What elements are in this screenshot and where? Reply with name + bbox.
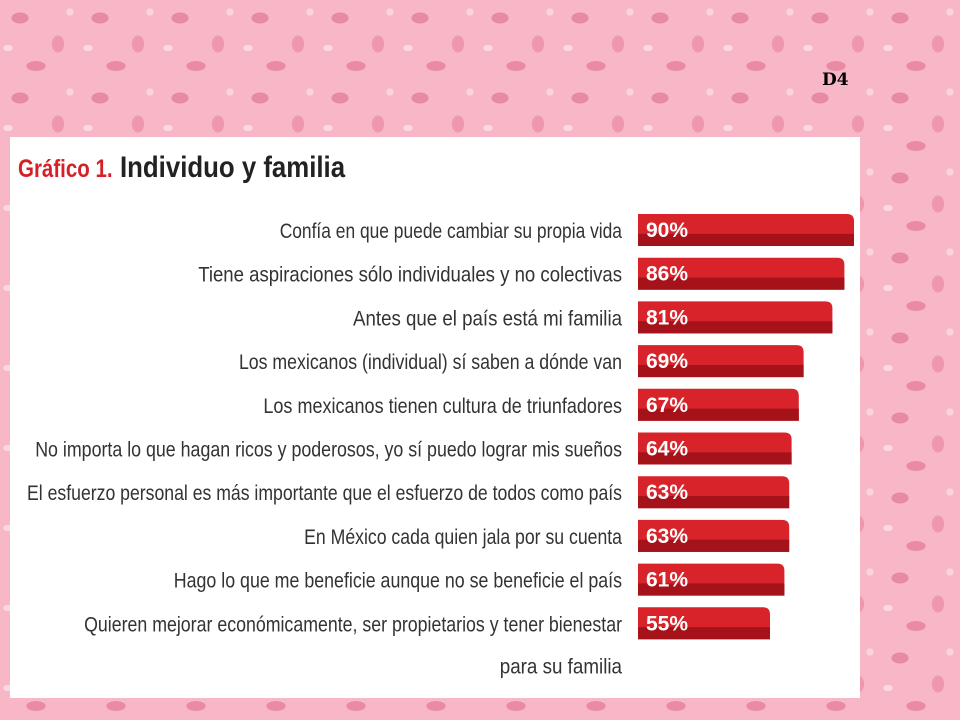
- chart-title: Gráfico 1. Individuo y familia: [18, 151, 382, 185]
- category-label: Los mexicanos tienen cultura de triunfad…: [263, 395, 622, 418]
- value-label: 63%: [646, 525, 688, 548]
- category-label: Confía en que puede cambiar su propia vi…: [280, 220, 623, 243]
- category-label: Tiene aspiraciones sólo individuales y n…: [198, 264, 622, 287]
- value-label: 81%: [646, 306, 688, 329]
- bar-shade: [638, 321, 833, 334]
- value-label: 67%: [646, 394, 688, 417]
- bar-row: 69% Los mexicanos (individual) sí saben a…: [239, 345, 804, 378]
- slide-tag: D4: [822, 70, 849, 90]
- category-label: Quieren mejorar económicamente, ser prop…: [84, 613, 622, 636]
- bar-row: 63% En México cada quien jala por su cuen…: [304, 519, 790, 552]
- bar-row: 90% Confía en que puede cambiar su propia…: [280, 214, 854, 246]
- chart-title-main: Individuo y familia: [119, 151, 345, 184]
- bar-shade: [638, 539, 790, 552]
- bar-row: 86% Tiene aspiraciones sólo individuales …: [198, 257, 845, 290]
- chart-title-prefix: Gráfico 1.: [18, 155, 113, 183]
- value-label: 55%: [646, 612, 688, 635]
- value-label: 61%: [646, 569, 688, 592]
- chart-panel: Gráfico 1. Individuo y familia 90% Confía…: [10, 137, 860, 698]
- category-label: para su familia: [500, 655, 623, 678]
- value-label: 64%: [646, 438, 688, 461]
- bar-row: 61% Hago lo que me beneficie aunque no se…: [174, 563, 785, 596]
- bar-shade: [638, 452, 792, 465]
- bar-shade: [638, 233, 854, 246]
- bar-chart: 90% Confía en que puede cambiar su propia…: [27, 214, 854, 678]
- bar-row: 64% No importa lo que hagan ricos y poder…: [35, 432, 792, 465]
- bar-row: 63% El esfuerzo personal es más important…: [27, 476, 790, 509]
- bar-shade: [638, 408, 799, 421]
- value-label: 86%: [646, 263, 688, 286]
- bar-shade: [638, 364, 804, 378]
- bar-row: 67% Los mexicanos tienen cultura de triun…: [263, 388, 799, 421]
- value-label: 90%: [646, 219, 688, 242]
- bar-row: 55% Quieren mejorar económicamente, ser p…: [84, 607, 770, 678]
- value-label: 69%: [646, 350, 688, 373]
- bar-shade: [638, 583, 785, 596]
- category-label: Los mexicanos (individual) sí saben a dó…: [239, 351, 622, 374]
- category-label: En México cada quien jala por su cuenta: [304, 526, 622, 549]
- category-label: Antes que el país está mi familia: [353, 307, 622, 330]
- bar-shade: [638, 627, 770, 640]
- category-label: Hago lo que me beneficie aunque no se be…: [174, 570, 622, 593]
- category-label: No importa lo que hagan ricos y poderoso…: [35, 439, 622, 462]
- bar-shade: [638, 277, 845, 290]
- bar-row: 81% Antes que el país está mi familia: [353, 301, 833, 334]
- category-label: El esfuerzo personal es más importante q…: [27, 482, 622, 505]
- bar-shade: [638, 496, 790, 509]
- value-label: 63%: [646, 481, 688, 504]
